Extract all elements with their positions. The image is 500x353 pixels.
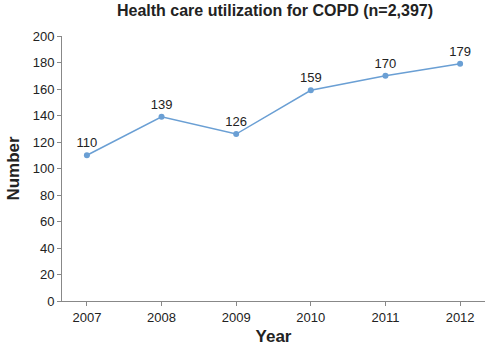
svg-text:2009: 2009 (222, 310, 251, 325)
svg-text:Health care utilization for CO: Health care utilization for COPD (n=2,39… (117, 2, 433, 19)
svg-text:2010: 2010 (296, 310, 325, 325)
svg-text:126: 126 (225, 114, 247, 129)
svg-text:120: 120 (33, 135, 55, 150)
svg-text:160: 160 (33, 82, 55, 97)
svg-text:2011: 2011 (371, 310, 399, 325)
svg-text:40: 40 (40, 241, 54, 256)
svg-text:170: 170 (375, 56, 397, 71)
svg-text:80: 80 (40, 188, 54, 203)
svg-text:Year: Year (256, 327, 292, 346)
svg-text:Number: Number (4, 136, 23, 201)
svg-text:180: 180 (33, 55, 55, 70)
svg-text:200: 200 (33, 29, 55, 44)
svg-text:2008: 2008 (147, 310, 176, 325)
svg-text:110: 110 (77, 135, 98, 150)
svg-text:20: 20 (40, 267, 54, 282)
svg-text:2007: 2007 (72, 310, 101, 325)
svg-text:100: 100 (33, 161, 55, 176)
svg-text:0: 0 (47, 294, 54, 309)
svg-text:179: 179 (449, 44, 471, 59)
svg-text:140: 140 (33, 108, 55, 123)
svg-text:159: 159 (300, 70, 322, 85)
svg-text:2012: 2012 (446, 310, 475, 325)
svg-text:139: 139 (151, 97, 173, 112)
svg-text:60: 60 (40, 214, 54, 229)
